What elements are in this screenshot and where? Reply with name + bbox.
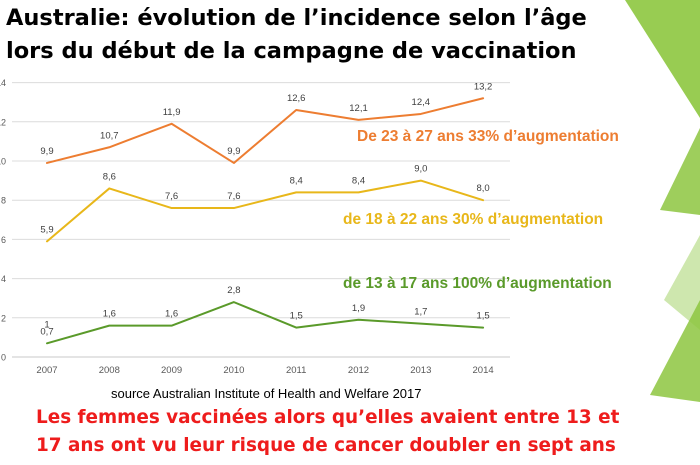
annotation-18-22: de 18 à 22 ans 30% d’augmentation bbox=[343, 211, 604, 228]
data-label: 12,1 bbox=[349, 103, 368, 114]
y-axis-ticks: 0 2 4 6 8 10 12 14 bbox=[0, 78, 6, 362]
series-line-orange bbox=[46, 97, 485, 164]
data-label: 8,4 bbox=[352, 175, 365, 186]
data-label: 12,6 bbox=[287, 93, 306, 104]
data-label: 7,6 bbox=[227, 191, 240, 202]
x-tick-label: 2014 bbox=[473, 365, 494, 376]
data-label: 2,8 bbox=[227, 285, 240, 296]
annotation-23-27: De 23 à 27 ans 33% d’augmentation bbox=[357, 128, 619, 145]
conclusion-line-2: 17 ans ont vu leur risque de cancer doub… bbox=[36, 435, 616, 456]
data-label: 8,0 bbox=[476, 183, 489, 194]
deco-shape-top bbox=[625, 0, 700, 118]
data-label-extra: 1 bbox=[44, 319, 49, 330]
title-line-1: Australie: évolution de l’incidence selo… bbox=[6, 5, 587, 31]
data-label: 13,2 bbox=[474, 81, 493, 92]
data-label: 11,9 bbox=[163, 107, 181, 118]
y-tick-label: 8 bbox=[1, 196, 6, 206]
data-label: 1,6 bbox=[103, 309, 116, 320]
x-tick-label: 2013 bbox=[410, 365, 431, 376]
x-tick-label: 2008 bbox=[99, 365, 120, 376]
data-label: 7,6 bbox=[165, 191, 178, 202]
page-title: Australie: évolution de l’incidence selo… bbox=[6, 2, 606, 68]
data-label: 1,5 bbox=[476, 311, 489, 322]
data-label: 1,6 bbox=[165, 309, 178, 320]
title-line-2: lors du début de la campagne de vaccinat… bbox=[6, 38, 577, 64]
y-tick-label: 12 bbox=[0, 117, 6, 127]
x-tick-label: 2012 bbox=[348, 365, 369, 376]
conclusion-line-1: Les femmes vaccinées alors qu’elles avai… bbox=[36, 407, 620, 428]
deco-shape-lower bbox=[650, 300, 700, 402]
y-tick-label: 4 bbox=[1, 274, 6, 284]
chart-grid bbox=[12, 82, 510, 358]
data-label: 12,4 bbox=[412, 97, 431, 108]
data-label: 1,5 bbox=[290, 311, 303, 322]
annotation-13-17: de 13 à 17 ans 100% d’augmentation bbox=[343, 275, 612, 292]
data-label: 10,7 bbox=[100, 130, 119, 141]
data-label: 9,0 bbox=[414, 164, 427, 175]
data-label: 0,7 bbox=[40, 326, 53, 337]
series-line-yellow bbox=[46, 179, 485, 243]
y-tick-label: 0 bbox=[1, 353, 6, 363]
y-tick-label: 14 bbox=[0, 78, 6, 88]
y-tick-label: 2 bbox=[1, 313, 6, 323]
y-tick-label: 6 bbox=[1, 235, 6, 245]
chart-series bbox=[46, 97, 485, 345]
data-label: 5,9 bbox=[40, 224, 53, 235]
x-axis-ticks: 2007 2008 2009 2010 2011 2012 2013 2014 bbox=[36, 365, 493, 376]
data-label: 8,4 bbox=[290, 175, 303, 186]
y-tick-label: 10 bbox=[0, 157, 6, 167]
deco-shape-middle bbox=[664, 235, 700, 330]
data-label: 8,6 bbox=[103, 171, 116, 182]
x-tick-label: 2010 bbox=[223, 365, 244, 376]
deco-shape-upper bbox=[660, 128, 700, 215]
series-line-green bbox=[46, 301, 485, 345]
x-tick-label: 2007 bbox=[36, 365, 57, 376]
data-label: 1,7 bbox=[414, 307, 427, 318]
x-tick-label: 2009 bbox=[161, 365, 182, 376]
data-label: 9,9 bbox=[40, 146, 53, 157]
data-labels: 9,910,711,99,912,612,112,413,25,98,67,6 7… bbox=[40, 81, 492, 337]
x-tick-label: 2011 bbox=[286, 365, 306, 376]
data-label: 1,9 bbox=[352, 303, 365, 314]
source-caption: source Australian Institute of Health an… bbox=[111, 386, 422, 401]
data-label: 9,9 bbox=[227, 146, 240, 157]
conclusion-text: Les femmes vaccinées alors qu’elles avai… bbox=[36, 404, 696, 460]
